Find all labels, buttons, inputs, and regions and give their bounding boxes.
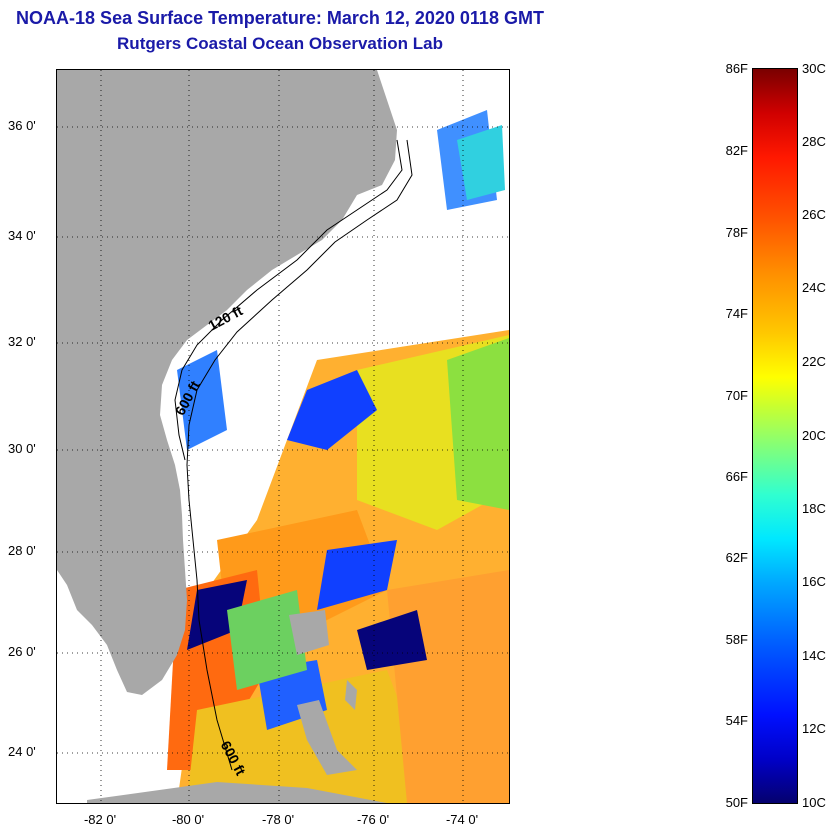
colorbar-f-70: 70F: [725, 388, 748, 403]
colorbar-c-14: 14C: [802, 648, 826, 663]
lat-label-28: 28 0': [8, 543, 36, 558]
sst-map: 120 ft 600 ft 600 ft: [56, 69, 510, 804]
colorbar-c-26: 26C: [802, 207, 826, 222]
colorbar-f-54: 54F: [725, 713, 748, 728]
sst-field-east: [387, 570, 509, 803]
sst-map-canvas: [57, 70, 509, 803]
colorbar-c-12: 12C: [802, 721, 826, 736]
sst-cyan-patch: [457, 125, 505, 200]
lon-label-78: -78 0': [261, 812, 295, 827]
sst-cold-patch-3: [317, 540, 397, 610]
lat-label-24: 24 0': [8, 744, 36, 759]
isobath-120ft: [174, 139, 403, 461]
colorbar-c-28: 28C: [802, 134, 826, 149]
land-bahamas-2: [297, 700, 357, 775]
colorbar-f-82: 82F: [725, 143, 748, 158]
colorbar-c-10: 10C: [802, 795, 826, 810]
colorbar-f-58: 58F: [725, 632, 748, 647]
graticule: [57, 70, 509, 803]
map-subtitle: Rutgers Coastal Ocean Observation Lab: [117, 34, 443, 53]
land-bahamas-3: [345, 680, 357, 710]
colorbar-f-78: 78F: [725, 225, 748, 240]
colorbar-c-24: 24C: [802, 280, 826, 295]
lat-label-32: 32 0': [8, 334, 36, 349]
lat-label-26: 26 0': [8, 644, 36, 659]
colorbar-f-86: 86F: [725, 61, 748, 76]
lat-label-34: 34 0': [8, 228, 36, 243]
sst-cold-patch-1: [287, 370, 377, 450]
colorbar-f-66: 66F: [725, 469, 748, 484]
colorbar-f-62: 62F: [725, 550, 748, 565]
colorbar-c-30: 30C: [802, 61, 826, 76]
land-cuba: [87, 782, 387, 803]
lon-label-82: -82 0': [83, 812, 117, 827]
colorbar-c-22: 22C: [802, 354, 826, 369]
sst-field-green: [447, 338, 509, 510]
colorbar-f-50: 50F: [725, 795, 748, 810]
colorbar-c-16: 16C: [802, 574, 826, 589]
isobath-600ft: [186, 139, 413, 771]
sst-green-patch: [227, 590, 307, 690]
lat-label-30: 30 0': [8, 441, 36, 456]
map-title: NOAA-18 Sea Surface Temperature: March 1…: [16, 8, 544, 28]
sst-cold-patch-5: [357, 610, 427, 670]
lon-label-80: -80 0': [171, 812, 205, 827]
temperature-colorbar: [752, 68, 798, 804]
lon-label-74: -74 0': [445, 812, 479, 827]
colorbar-c-20: 20C: [802, 428, 826, 443]
land-bahamas-1: [289, 610, 329, 655]
lon-label-76: -76 0': [356, 812, 390, 827]
colorbar-c-18: 18C: [802, 501, 826, 516]
colorbar-f-74: 74F: [725, 306, 748, 321]
sst-cold-patch-2: [187, 580, 247, 650]
land-us-coast: [57, 70, 397, 695]
lat-label-36: 36 0': [8, 118, 36, 133]
